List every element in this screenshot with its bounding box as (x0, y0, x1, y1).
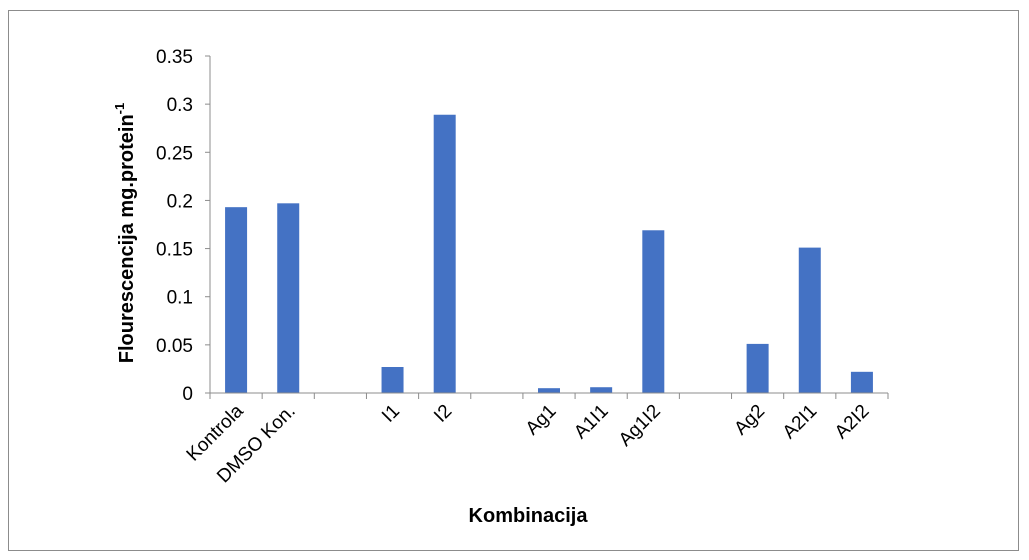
bar (590, 387, 613, 393)
bar (850, 371, 873, 393)
chart-frame (8, 10, 1019, 551)
bar (433, 114, 456, 393)
x-axis-title: Kombinacija (469, 505, 589, 527)
x-tick-label: A2I1 (779, 401, 821, 443)
x-tick-label: A1I1 (570, 401, 612, 443)
y-tick-label: 0.3 (167, 95, 193, 116)
x-tick-label: Ag1I2 (615, 401, 665, 451)
x-tick-label: I1 (378, 401, 404, 427)
x-tick-label: Ag1 (522, 401, 561, 440)
bar (538, 388, 560, 393)
x-tick-label: Ag2 (730, 401, 769, 440)
y-tick-label: 0.35 (156, 47, 193, 68)
bar (225, 207, 248, 393)
y-tick-label: 0.1 (167, 288, 193, 309)
y-axis-title-main: Flourescencija mg.protein (116, 114, 138, 363)
y-tick-label: 0.05 (156, 336, 193, 357)
y-axis-title-group: Flourescencija mg.protein-1 (112, 103, 138, 364)
y-tick-label: 0.2 (167, 191, 193, 212)
y-tick-label: 0.25 (156, 143, 193, 164)
bar (277, 203, 300, 393)
bar (642, 230, 665, 393)
bar (798, 247, 821, 393)
x-tick-label: A2I2 (831, 401, 873, 443)
y-tick-label: 0.15 (156, 240, 193, 261)
y-axis-title-superscript: -1 (112, 103, 127, 115)
y-tick-label: 0 (182, 384, 193, 405)
bar (746, 343, 769, 393)
y-axis: 0 0.05 0.1 0.15 0.2 0.25 0.3 0.35 (156, 47, 211, 405)
x-tick-label: I2 (430, 401, 456, 427)
bars-group (225, 114, 873, 393)
bar (381, 367, 404, 393)
y-axis-title: Flourescencija mg.protein-1 (112, 103, 138, 364)
